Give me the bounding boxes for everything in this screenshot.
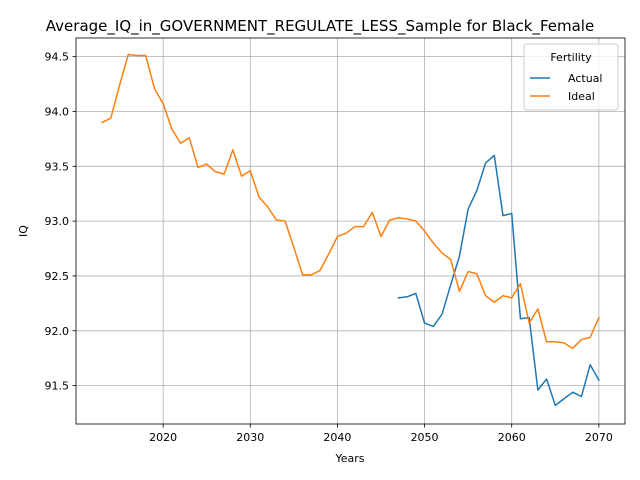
y-tick-label: 93.0 <box>45 215 70 228</box>
x-tick-label: 2070 <box>585 431 613 444</box>
chart-title: Average_IQ_in_GOVERNMENT_REGULATE_LESS_S… <box>46 17 594 36</box>
x-tick-label: 2060 <box>498 431 526 444</box>
x-axis-label: Years <box>334 452 364 465</box>
y-tick-label: 93.5 <box>45 160 70 173</box>
y-tick-label: 92.0 <box>45 325 70 338</box>
y-tick-label: 91.5 <box>45 380 70 393</box>
y-axis-label: IQ <box>17 225 30 237</box>
legend-label-actual: Actual <box>568 72 602 85</box>
y-tick-label: 94.5 <box>45 51 70 64</box>
x-tick-label: 2030 <box>236 431 264 444</box>
y-tick-label: 92.5 <box>45 270 70 283</box>
y-tick-label: 94.0 <box>45 105 70 118</box>
legend-title: Fertility <box>550 51 592 64</box>
x-tick-label: 2040 <box>323 431 351 444</box>
legend-label-ideal: Ideal <box>568 90 595 103</box>
x-tick-label: 2050 <box>411 431 439 444</box>
series-line-actual <box>398 155 598 405</box>
x-tick-label: 2020 <box>149 431 177 444</box>
legend: Fertility Actual Ideal <box>524 44 618 110</box>
